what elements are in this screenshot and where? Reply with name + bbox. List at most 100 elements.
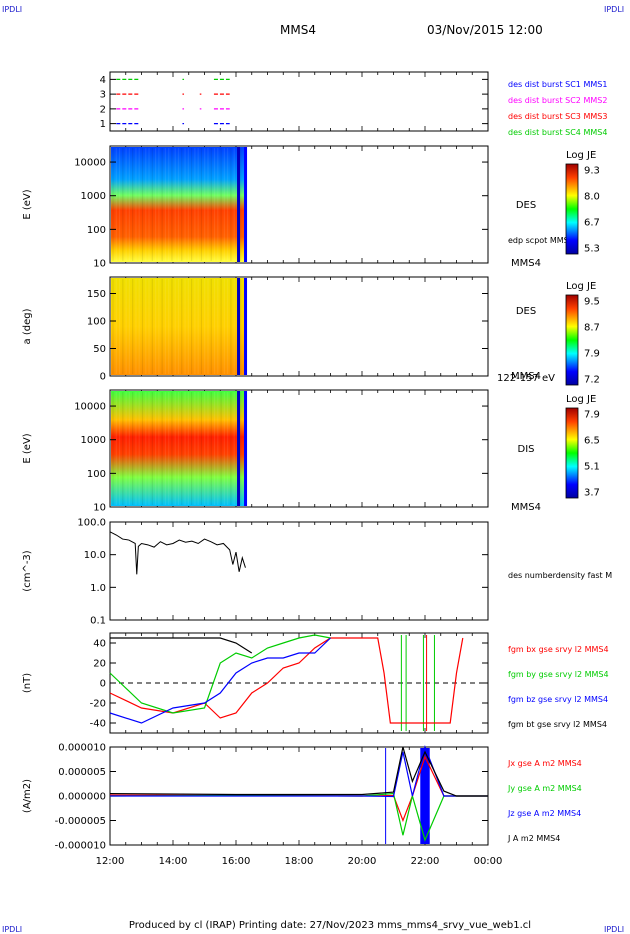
- current-panel-ylabel: (A/m2): [22, 779, 33, 813]
- dis-energy-panel-colorbar-tick: 5.1: [584, 462, 600, 473]
- bfield-legend-entry: fgm by gse srvy l2 MMS4: [508, 670, 609, 679]
- current-legend-entry: Jy gse A m2 MMS4: [507, 784, 582, 793]
- bfield-panel-ytick-label: 40: [93, 639, 106, 650]
- density-panel-ylabel: (cm^-3): [22, 550, 33, 591]
- bfield-series-line: [109, 637, 464, 724]
- bfield-legend-entry: fgm bt gse srvy l2 MMS4: [508, 720, 607, 729]
- dis-energy-panel-sc-label: MMS4: [511, 502, 541, 513]
- des-energy-panel-colorbar-tick: 5.3: [584, 244, 600, 255]
- des-pitch-panel-instrument-label: DES: [516, 306, 536, 317]
- dis-energy-panel-edge: [244, 391, 248, 506]
- time-axis: 12:00 14:00 16:00 18:00 20:00 22:00 00:00: [96, 856, 503, 867]
- corner-label-top-right: IPDLI: [604, 5, 624, 14]
- current-legend-entry: Jz gse A m2 MMS4: [507, 809, 581, 818]
- burst-panel-ytick-label: 4: [100, 75, 106, 86]
- density-panel-ytick-label: 0.1: [90, 616, 106, 627]
- bfield-panel-ytick-label: -20: [90, 699, 106, 710]
- datetime-title: 03/Nov/2015 12:00: [427, 23, 543, 37]
- des-energy-panel-colorbar-title: Log JE: [566, 150, 596, 161]
- bfield-panel-ytick-label: 20: [93, 659, 106, 670]
- burst-panel-ytick-label: 3: [100, 90, 106, 101]
- time-tick-label: 16:00: [222, 856, 251, 867]
- current-legend-entry: J A m2 MMS4: [507, 834, 560, 843]
- current-panel-ytick-label: 0.000010: [58, 743, 106, 754]
- des-pitch-panel-colorbar-tick: 8.7: [584, 323, 600, 334]
- corner-label-bottom-left: IPDLI: [2, 925, 22, 934]
- current-panel-ytick-label: 0.000000: [58, 792, 106, 803]
- time-tick-label: 12:00: [96, 856, 125, 867]
- density-panel-ytick-label: 1.0: [90, 583, 106, 594]
- des-energy-panel-ytick-label: 100: [87, 225, 106, 236]
- density-panel-frame: [109, 521, 489, 621]
- current-series-line: [109, 746, 488, 797]
- des-pitch-panel-colorbar: [565, 294, 579, 386]
- time-tick-label: 18:00: [285, 856, 314, 867]
- dis-energy-panel-colorbar-title: Log JE: [566, 394, 596, 405]
- des-energy-panel-edge: [237, 147, 241, 262]
- bfield-panel-ytick-label: 0: [100, 679, 106, 690]
- des-pitch-panel-ytick-label: 100: [87, 317, 106, 328]
- des-energy-panel-ytick-label: 10000: [74, 158, 106, 169]
- des-energy-panel-colorbar-tick: 8.0: [584, 192, 600, 203]
- dis-energy-panel-colorbar-tick: 3.7: [584, 488, 600, 499]
- current-series-line: [110, 745, 488, 798]
- density-panel-ytick-label: 100.0: [77, 518, 106, 529]
- time-tick-label: 22:00: [411, 856, 440, 867]
- des-pitch-panel-sc-label: MMS4: [511, 371, 541, 382]
- current-series-line: [109, 755, 488, 823]
- current-panel-ytick-label: -0.000010: [55, 841, 106, 852]
- density-series-line: [109, 531, 246, 575]
- burst-legend-entry: des dist burst SC4 MMS4: [508, 128, 607, 137]
- dis-energy-panel-colorbar: [565, 407, 579, 499]
- current-panel-ytick-label: -0.000005: [55, 816, 106, 827]
- dis-energy-panel-ytick-label: 10000: [74, 402, 106, 413]
- time-tick-label: 20:00: [348, 856, 377, 867]
- des-energy-panel-instrument-label: DES: [516, 200, 536, 211]
- bfield-series-line: [109, 637, 331, 724]
- des-energy-panel-spectrogram: [111, 147, 248, 262]
- burst-panel-ytick-label: 2: [100, 104, 106, 115]
- des-pitch-panel-energy-band: 122-157 eV: [497, 373, 555, 384]
- des-pitch-panel-colorbar-tick: 7.2: [584, 375, 600, 386]
- footer-text: Produced by cl (IRAP) Printing date: 27/…: [129, 920, 531, 931]
- dis-energy-panel-instrument-label: DIS: [518, 444, 535, 455]
- bfield-series-line: [110, 637, 253, 654]
- des-pitch-panel-ylabel: a (deg): [22, 308, 33, 344]
- dis-energy-panel-ytick-label: 1000: [81, 435, 106, 446]
- des-pitch-panel-colorbar-tick: 9.5: [584, 297, 600, 308]
- bfield-panel-ylabel: (nT): [22, 673, 33, 693]
- bfield-panel-ytick-label: -40: [90, 719, 106, 730]
- corner-label-bottom-right: IPDLI: [604, 925, 624, 934]
- des-energy-panel-colorbar-tick: 9.3: [584, 166, 600, 177]
- des-pitch-panel-colorbar-tick: 7.9: [584, 349, 600, 360]
- dis-energy-panel-edge: [237, 391, 241, 506]
- density-panel-ytick-label: 10.0: [84, 550, 106, 561]
- dis-energy-panel-colorbar-tick: 7.9: [584, 410, 600, 421]
- des-pitch-panel-colorbar-title: Log JE: [566, 281, 596, 292]
- time-tick-label: 14:00: [159, 856, 188, 867]
- des-energy-panel-sc-label: MMS4: [511, 258, 541, 269]
- dis-energy-panel-ylabel: E (eV): [22, 433, 33, 463]
- des-energy-panel-ylabel: E (eV): [22, 189, 33, 219]
- des-pitch-panel-edge: [244, 278, 248, 375]
- bfield-series-line: [109, 634, 331, 714]
- dis-energy-panel-colorbar-tick: 6.5: [584, 436, 600, 447]
- burst-legend-entry: des dist burst SC2 MMS2: [508, 96, 607, 105]
- time-tick-label: 00:00: [474, 856, 503, 867]
- des-pitch-panel-ytick-label: 0: [100, 372, 106, 383]
- spacecraft-title: MMS4: [280, 23, 316, 37]
- bfield-legend-entry: fgm bx gse srvy l2 MMS4: [508, 645, 609, 654]
- des-pitch-panel-ytick-label: 150: [87, 289, 106, 300]
- burst-panel-frame: [109, 71, 489, 132]
- des-pitch-panel-spectrogram: [111, 278, 248, 375]
- corner-label-top-left: IPDLI: [2, 5, 22, 14]
- burst-panel-ytick-label: 1: [100, 119, 106, 130]
- des-energy-panel-ytick-label: 10: [93, 259, 106, 270]
- des-energy-panel-edge: [244, 147, 248, 262]
- des-energy-panel-colorbar: [565, 163, 579, 255]
- current-panel-ytick-label: 0.000005: [58, 767, 106, 778]
- current-series-line: [109, 792, 488, 842]
- burst-legend-entry: des dist burst SC1 MMS1: [508, 80, 607, 89]
- dis-energy-panel-ytick-label: 10: [93, 503, 106, 514]
